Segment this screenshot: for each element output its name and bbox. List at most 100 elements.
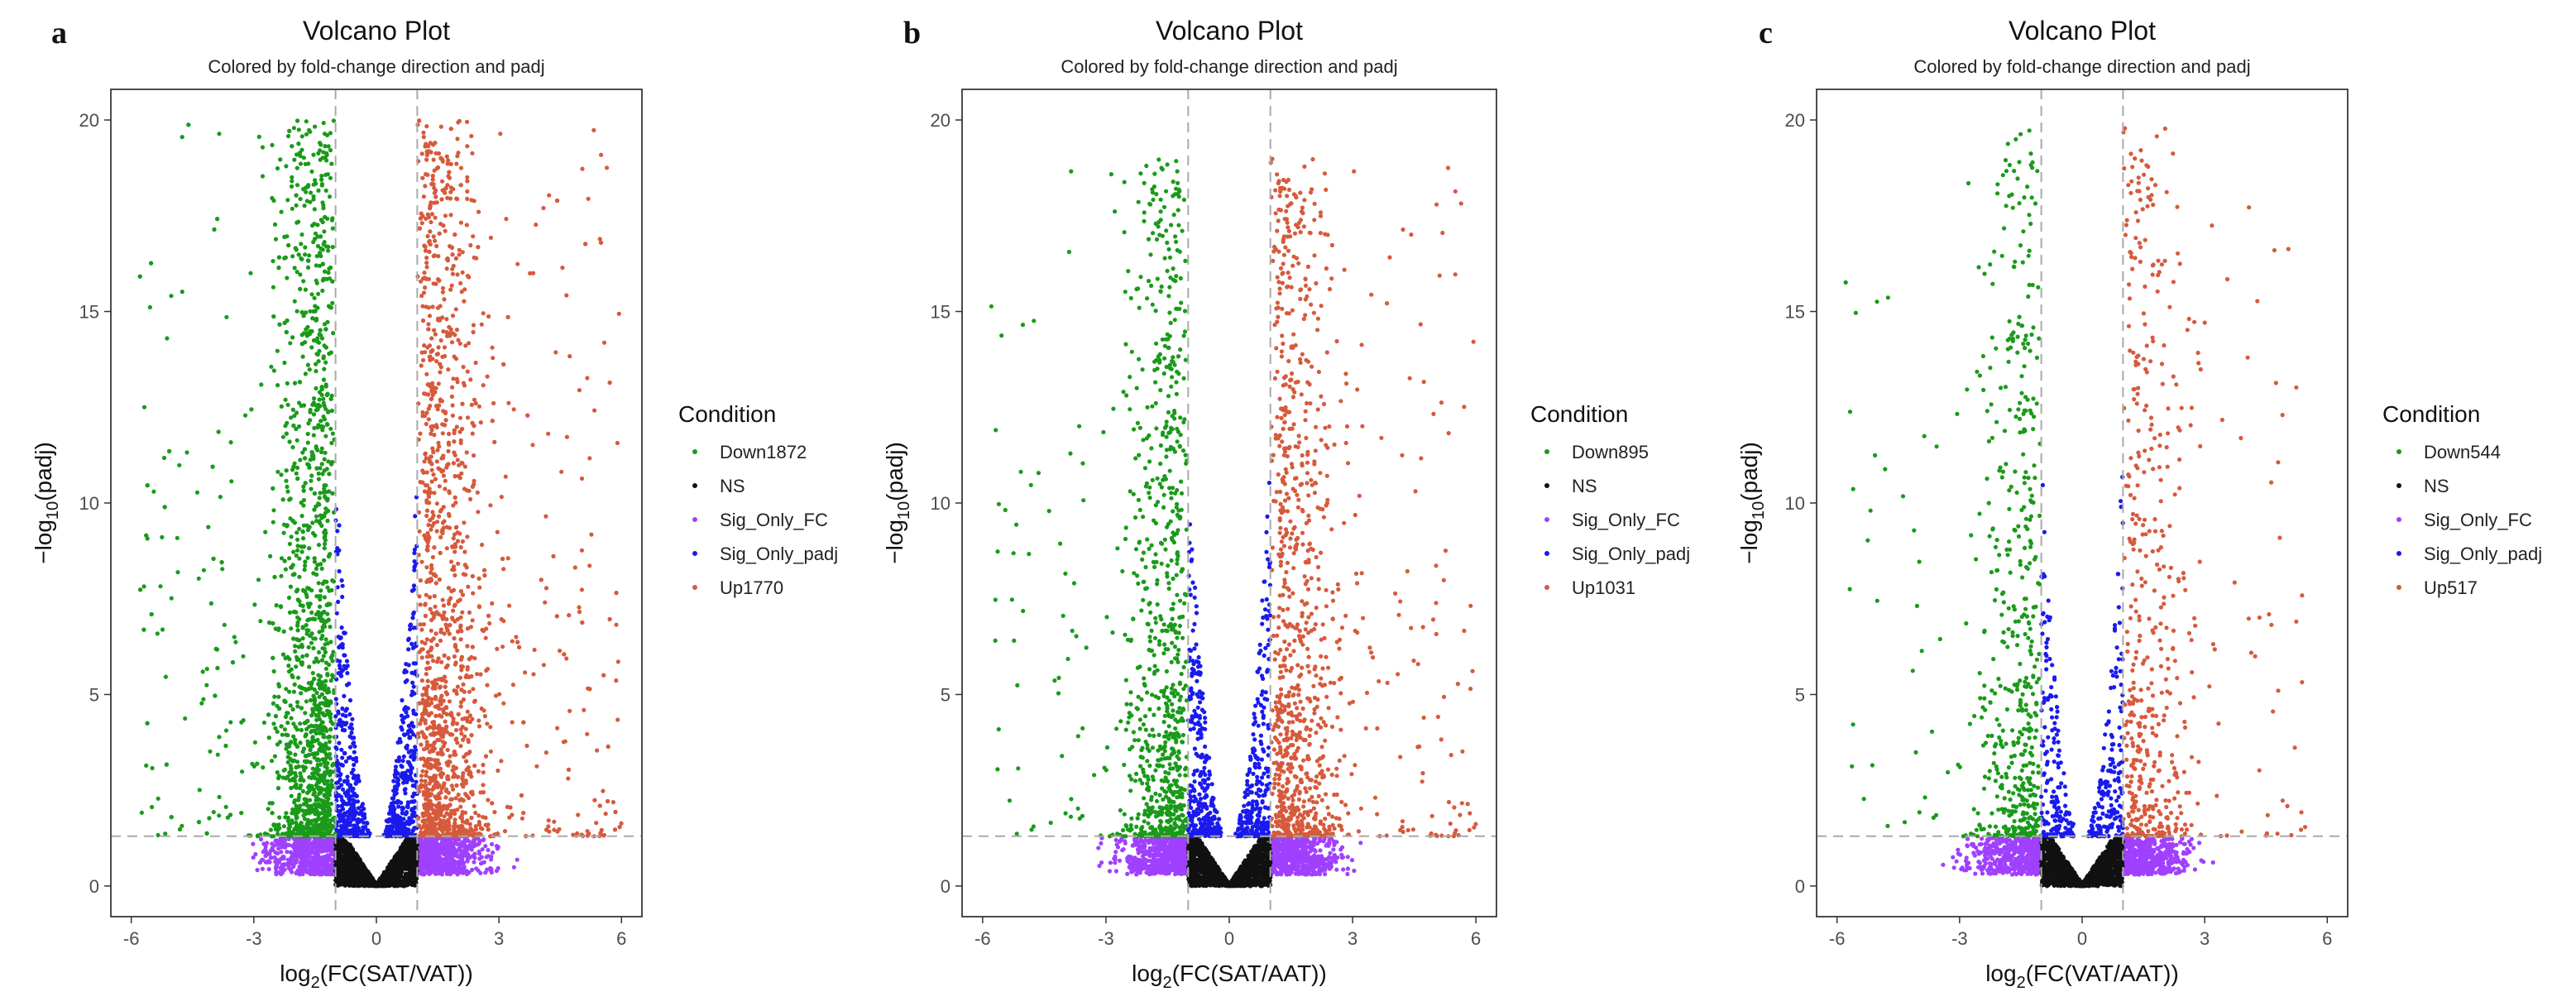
point-down — [289, 626, 294, 631]
point-down — [286, 242, 291, 248]
point-down — [283, 424, 288, 429]
point-down — [169, 596, 174, 601]
point-padj — [340, 594, 345, 600]
point-down — [262, 831, 268, 836]
point-down — [281, 824, 286, 829]
point-down — [141, 627, 146, 632]
point-padj — [405, 731, 410, 736]
point-padj — [402, 788, 407, 793]
point-down — [317, 630, 322, 635]
point-down — [323, 538, 328, 543]
point-padj — [405, 743, 409, 749]
point-down — [318, 157, 323, 162]
point-down — [268, 827, 273, 832]
point-down — [286, 826, 291, 831]
point-fc — [314, 843, 320, 848]
point-down — [319, 658, 325, 663]
point-fc — [477, 851, 482, 856]
point-padj — [344, 683, 350, 687]
point-fc — [299, 861, 304, 866]
point-fc — [292, 841, 297, 846]
point-down — [318, 707, 323, 711]
point-padj — [392, 785, 397, 790]
point-down — [288, 496, 293, 501]
point-down — [328, 175, 333, 180]
point-down — [322, 468, 327, 473]
point-fc — [453, 853, 458, 858]
point-ns — [345, 846, 350, 851]
point-padj — [400, 821, 405, 826]
point-padj — [337, 718, 342, 723]
point-padj — [352, 750, 357, 754]
point-down — [278, 157, 283, 162]
point-down — [294, 471, 299, 476]
point-fc — [320, 855, 326, 860]
point-down — [319, 386, 324, 391]
point-down — [310, 671, 315, 676]
point-down — [294, 165, 299, 170]
point-down — [299, 662, 304, 667]
point-down — [312, 677, 317, 682]
point-down — [311, 774, 316, 779]
point-ns — [405, 881, 410, 886]
point-down — [330, 817, 335, 822]
point-down — [304, 759, 310, 764]
point-down — [175, 570, 180, 575]
point-down — [319, 743, 325, 748]
point-down — [330, 459, 335, 465]
point-down — [305, 555, 310, 560]
point-down — [314, 369, 318, 374]
point-padj — [403, 812, 408, 817]
point-padj — [340, 755, 345, 760]
point-ns — [397, 864, 402, 869]
point-down — [299, 134, 304, 139]
point-down — [295, 597, 300, 602]
point-down — [289, 667, 294, 672]
point-padj — [342, 653, 347, 658]
point-down — [304, 628, 309, 633]
point-down — [299, 727, 304, 733]
point-padj — [340, 828, 345, 833]
point-down — [294, 820, 299, 826]
point-padj — [347, 820, 352, 825]
point-fc — [311, 846, 316, 850]
point-fc — [328, 863, 333, 868]
point-down — [309, 328, 314, 334]
point-down — [204, 667, 209, 672]
point-padj — [338, 722, 343, 728]
point-down — [323, 450, 328, 455]
point-down — [311, 724, 316, 729]
point-padj — [410, 794, 415, 799]
point-fc — [273, 850, 278, 855]
point-down — [320, 711, 325, 716]
point-down — [329, 778, 334, 783]
point-down — [317, 694, 322, 699]
point-down — [303, 340, 308, 345]
point-ns — [338, 837, 342, 843]
point-padj — [338, 824, 343, 829]
point-down — [292, 800, 297, 805]
point-down — [300, 354, 305, 359]
point-down — [276, 266, 281, 271]
point-down — [327, 662, 332, 668]
point-down — [305, 790, 310, 795]
point-ns — [405, 861, 409, 866]
point-fc — [496, 845, 500, 850]
point-down — [323, 144, 328, 149]
point-fc — [483, 844, 488, 849]
point-down — [294, 465, 300, 471]
plot-frame — [110, 89, 643, 917]
point-padj — [345, 671, 350, 676]
point-down — [160, 627, 165, 632]
point-down — [165, 336, 170, 341]
point-down — [328, 727, 333, 732]
point-padj — [412, 547, 417, 553]
point-down — [306, 421, 311, 426]
point-down — [201, 568, 206, 572]
point-down — [303, 456, 308, 461]
point-down — [317, 683, 322, 687]
point-down — [322, 483, 327, 488]
point-down — [217, 813, 222, 818]
point-padj — [413, 563, 418, 568]
